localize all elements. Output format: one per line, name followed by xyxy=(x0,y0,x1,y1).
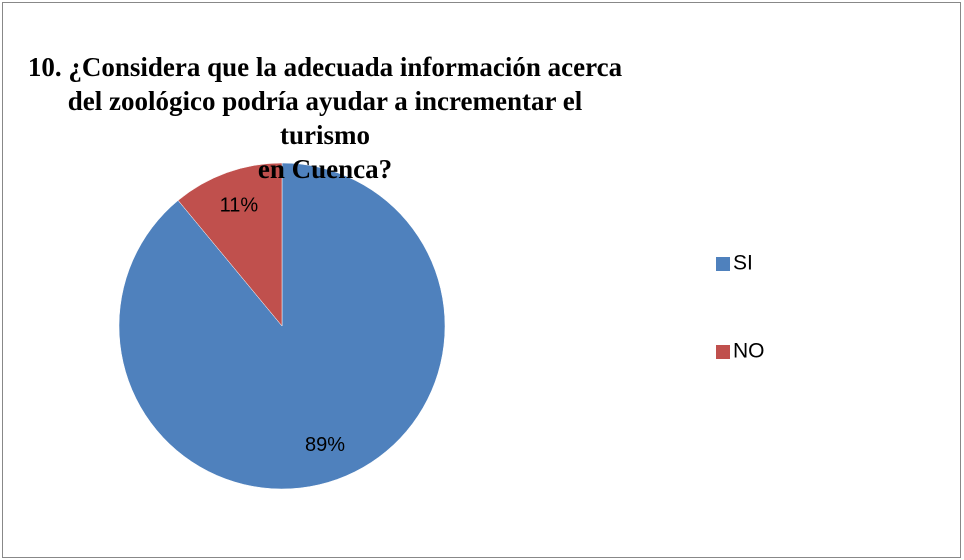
legend-label: NO xyxy=(733,340,765,363)
legend-swatch xyxy=(716,257,730,271)
legend-label: SI xyxy=(733,252,753,275)
chart-title: 10. ¿Considera que la adecuada informaci… xyxy=(27,52,623,184)
pie-slice xyxy=(177,162,283,327)
data-label: 89% xyxy=(305,434,345,456)
legend-swatch xyxy=(716,345,730,359)
data-label: 11% xyxy=(220,195,259,217)
